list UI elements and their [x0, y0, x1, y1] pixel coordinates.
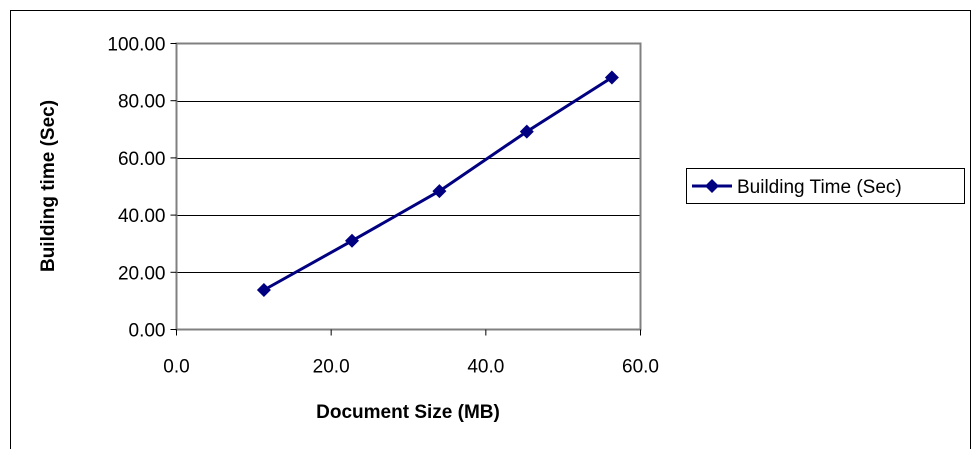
legend-box [686, 168, 965, 204]
data-point-marker [604, 70, 619, 85]
data-point-marker [519, 124, 534, 139]
x-tick-label: 20.0 [313, 357, 350, 378]
data-point-marker [256, 283, 271, 297]
y-axis: 0.00 20.00 40.00 60.00 80.00 100.00 [107, 35, 177, 342]
x-axis: 0.0 20.0 40.0 60.0 [163, 329, 659, 378]
x-tick-label: 60.0 [622, 357, 659, 378]
plot-area [176, 43, 641, 330]
chart-border [10, 10, 971, 449]
y-tick-label: 80.00 [118, 92, 166, 113]
grid-lines [176, 101, 641, 273]
plot-area-border [175, 42, 642, 331]
x-axis-title: Document Size (MB) [316, 402, 500, 423]
y-tick-label: 20.00 [118, 263, 166, 284]
legend-diamond-marker [705, 179, 719, 193]
y-tick-label: 40.00 [118, 206, 166, 227]
y-axis-title: Building time (Sec) [38, 100, 59, 272]
y-tick-label: 100.00 [107, 35, 165, 56]
y-tick-label: 0.00 [129, 321, 166, 342]
series-layer [256, 70, 619, 297]
data-point-marker [345, 233, 359, 248]
data-point-marker [432, 184, 447, 199]
y-tick-label: 60.00 [118, 149, 166, 170]
x-tick-label: 0.0 [163, 357, 189, 378]
legend-label: Building Time (Sec) [737, 177, 902, 198]
legend: Building Time (Sec) [686, 168, 965, 204]
x-tick-label: 40.0 [467, 357, 504, 378]
